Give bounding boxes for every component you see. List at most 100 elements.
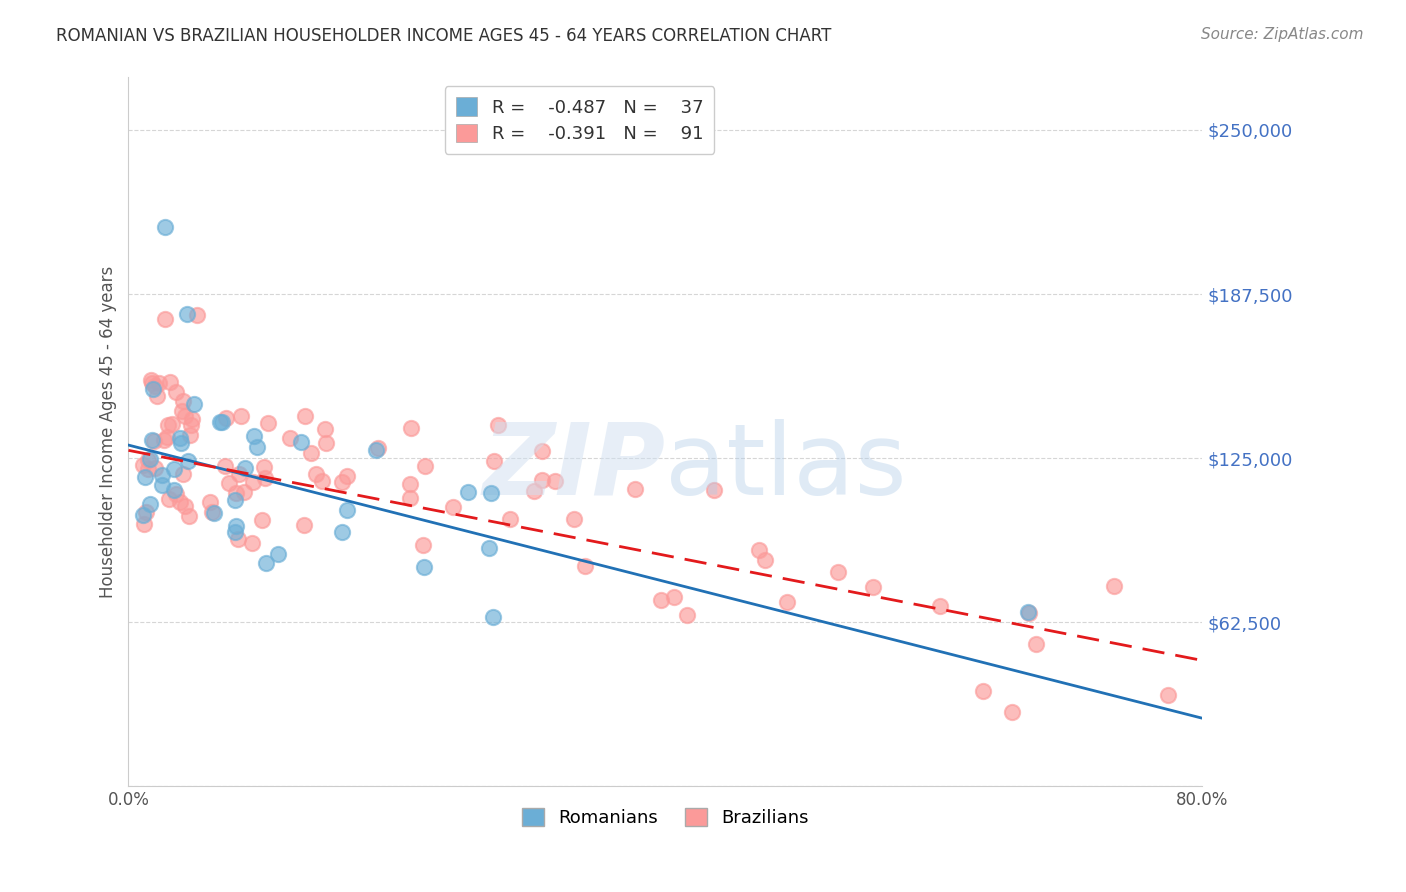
Brazilians [156, 430, 179, 444]
Romanians [225, 518, 247, 533]
Text: Source: ZipAtlas.com: Source: ZipAtlas.com [1201, 27, 1364, 42]
Brazilians [225, 486, 247, 500]
Brazilians [143, 379, 166, 393]
Romanians [290, 435, 312, 450]
Romanians [224, 524, 246, 539]
Brazilians [776, 595, 799, 609]
Romanians [163, 483, 186, 497]
Brazilians [157, 418, 180, 433]
Romanians [254, 556, 277, 570]
Brazilians [228, 467, 250, 481]
Brazilians [562, 512, 585, 526]
Brazilians [146, 389, 169, 403]
Brazilians [929, 599, 952, 613]
Brazilians [159, 375, 181, 389]
Romanians [153, 220, 176, 235]
Romanians [224, 493, 246, 508]
Brazilians [399, 491, 422, 505]
Brazilians [530, 473, 553, 487]
Romanians [176, 307, 198, 321]
Romanians [242, 429, 264, 443]
Brazilians [398, 477, 420, 491]
Brazilians [143, 461, 166, 475]
Romanians [267, 547, 290, 561]
Brazilians [314, 421, 336, 435]
Brazilians [136, 462, 159, 476]
Brazilians [1102, 579, 1125, 593]
Brazilians [233, 484, 256, 499]
Brazilians [1157, 689, 1180, 703]
Brazilians [153, 311, 176, 326]
Brazilians [367, 441, 389, 455]
Brazilians [180, 417, 202, 432]
Romanians [457, 484, 479, 499]
Y-axis label: Householder Income Ages 45 - 64 years: Householder Income Ages 45 - 64 years [100, 266, 117, 598]
Brazilians [278, 431, 301, 445]
Romanians [177, 453, 200, 467]
Brazilians [172, 404, 194, 418]
Romanians [233, 460, 256, 475]
Text: ROMANIAN VS BRAZILIAN HOUSEHOLDER INCOME AGES 45 - 64 YEARS CORRELATION CHART: ROMANIAN VS BRAZILIAN HOUSEHOLDER INCOME… [56, 27, 831, 45]
Romanians [163, 462, 186, 476]
Brazilians [488, 417, 510, 432]
Brazilians [336, 468, 359, 483]
Brazilians [174, 500, 197, 514]
Romanians [330, 525, 353, 540]
Brazilians [399, 421, 422, 435]
Romanians [478, 541, 501, 555]
Romanians [202, 506, 225, 520]
Romanians [183, 397, 205, 411]
Text: ZIP: ZIP [482, 419, 665, 516]
Brazilians [252, 513, 274, 527]
Brazilians [544, 474, 567, 488]
Brazilians [160, 417, 183, 432]
Brazilians [141, 376, 163, 390]
Brazilians [179, 427, 201, 442]
Romanians [336, 503, 359, 517]
Brazilians [1018, 606, 1040, 620]
Brazilians [148, 376, 170, 390]
Brazilians [531, 443, 554, 458]
Brazilians [215, 411, 238, 425]
Romanians [142, 382, 165, 396]
Brazilians [172, 467, 194, 482]
Brazilians [523, 484, 546, 499]
Romanians [1017, 605, 1039, 619]
Brazilians [305, 467, 328, 481]
Brazilians [498, 512, 520, 526]
Legend: Romanians, Brazilians: Romanians, Brazilians [515, 800, 815, 834]
Romanians [412, 560, 434, 574]
Brazilians [135, 505, 157, 519]
Brazilians [412, 538, 434, 552]
Brazilians [139, 373, 162, 387]
Brazilians [441, 500, 464, 515]
Brazilians [754, 553, 776, 567]
Brazilians [136, 452, 159, 467]
Brazilians [664, 590, 686, 604]
Romanians [150, 478, 173, 492]
Brazilians [294, 409, 316, 424]
Brazilians [165, 487, 187, 501]
Brazilians [218, 475, 240, 490]
Romanians [134, 470, 156, 484]
Brazilians [972, 684, 994, 698]
Romanians [139, 452, 162, 467]
Brazilians [315, 436, 337, 450]
Brazilians [169, 494, 191, 508]
Brazilians [240, 536, 263, 550]
Brazilians [676, 607, 699, 622]
Romanians [211, 415, 233, 429]
Brazilians [174, 409, 197, 423]
Romanians [169, 431, 191, 445]
Brazilians [623, 482, 645, 496]
Romanians [150, 468, 173, 483]
Brazilians [180, 412, 202, 426]
Brazilians [1001, 705, 1024, 719]
Brazilians [650, 592, 672, 607]
Brazilians [201, 505, 224, 519]
Romanians [139, 497, 162, 511]
Brazilians [226, 532, 249, 546]
Brazilians [257, 416, 280, 430]
Brazilians [186, 308, 208, 322]
Text: atlas: atlas [665, 419, 907, 516]
